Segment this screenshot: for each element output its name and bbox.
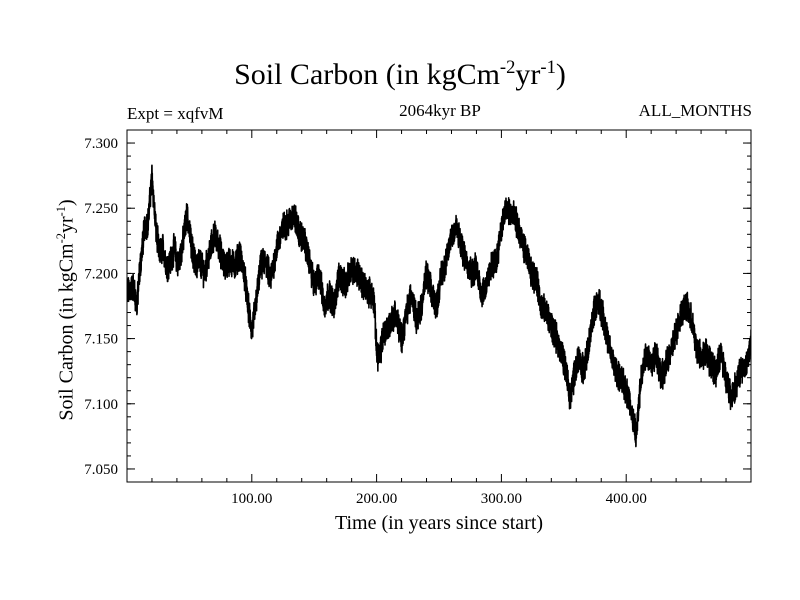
chart-subtitle: 2064kyr BP [399, 101, 481, 120]
y-tick-label: 7.100 [84, 397, 118, 413]
x-tick-label: 100.00 [231, 491, 272, 507]
chart-title: Soil Carbon (in kgCm-2yr-1) [234, 57, 566, 91]
y-tick-label: 7.050 [84, 462, 118, 478]
experiment-label: Expt = xqfvM [127, 104, 224, 123]
x-tick-label: 300.00 [481, 491, 522, 507]
series-line-soil-carbon [127, 164, 751, 448]
y-tick-label: 7.250 [84, 201, 118, 217]
y-axis-label: Soil Carbon (in kgCm-2yr-1) [53, 199, 78, 421]
x-tick-label: 200.00 [356, 491, 397, 507]
plot-frame [126, 129, 752, 483]
x-tick-label: 400.00 [606, 491, 647, 507]
y-tick-label: 7.200 [84, 266, 118, 282]
y-tick-label: 7.150 [84, 332, 118, 348]
period-label: ALL_MONTHS [638, 101, 752, 120]
x-axis-label: Time (in years since start) [334, 512, 544, 534]
y-tick-label: 7.300 [84, 136, 118, 152]
